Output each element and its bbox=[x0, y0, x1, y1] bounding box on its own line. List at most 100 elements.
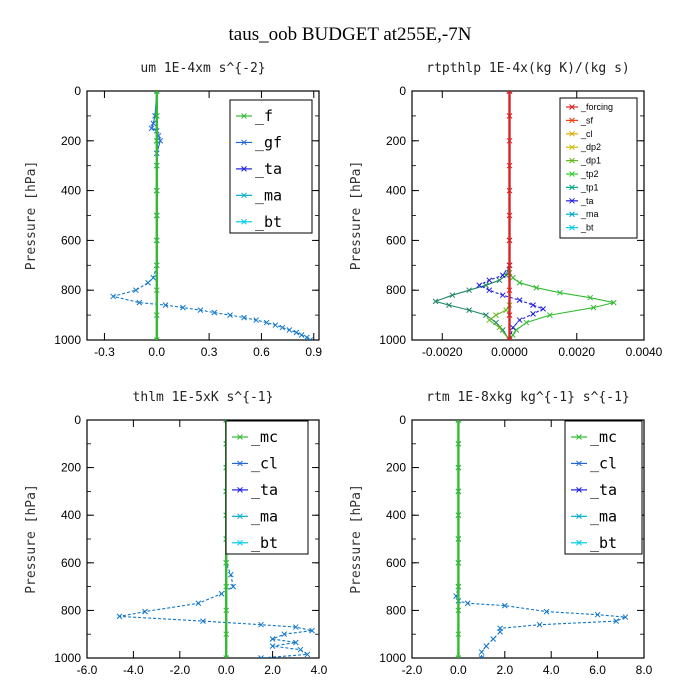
y-tick-label: 600 bbox=[61, 233, 81, 247]
data-point-mc bbox=[455, 440, 462, 447]
data-point-bt bbox=[258, 621, 264, 628]
legend-marker bbox=[237, 513, 243, 520]
data-point-f bbox=[153, 162, 160, 169]
legend-label: _mc bbox=[590, 428, 617, 446]
data-point-forcing bbox=[506, 312, 513, 318]
data-point-f bbox=[153, 113, 160, 119]
legend-marker bbox=[237, 434, 243, 440]
data-point-ta bbox=[486, 287, 493, 294]
data-point-bt bbox=[110, 293, 117, 300]
x-tick-label: 0.0020 bbox=[558, 345, 595, 359]
y-tick-label: 0 bbox=[399, 413, 406, 427]
data-point-dp1 bbox=[503, 307, 509, 313]
y-tick-label: 0 bbox=[74, 84, 81, 98]
y-tick-label: 400 bbox=[61, 184, 81, 198]
data-point-tp1 bbox=[432, 298, 439, 305]
data-point-bt bbox=[307, 337, 314, 340]
data-point-forcing bbox=[506, 113, 513, 119]
panel-title: rtm 1E-8xkg kg^{-1} s^{-1} bbox=[426, 390, 630, 405]
x-tick-label: 0.0 bbox=[218, 663, 235, 677]
chart-panel-1: um 1E-4xm s^{-2} Pressure [hPa] 0 200 400 600… bbox=[24, 61, 322, 359]
data-point-ta bbox=[510, 324, 516, 331]
legend: _f _gf _ta _ma _bt bbox=[229, 99, 313, 234]
data-point-tp1 bbox=[499, 327, 506, 333]
data-point-f bbox=[153, 187, 160, 194]
data-point-ta bbox=[530, 302, 536, 308]
panel-title: rtpthlp 1E-4x(kg K)/(kg s) bbox=[426, 61, 630, 76]
data-point-bt bbox=[478, 655, 485, 658]
legend-marker bbox=[569, 157, 575, 164]
data-point-f bbox=[153, 212, 160, 219]
data-point-bt bbox=[536, 621, 543, 628]
data-point-gf bbox=[148, 125, 155, 132]
data-point-f bbox=[153, 287, 160, 294]
legend-label: _bt bbox=[251, 534, 278, 552]
legend-marker bbox=[569, 224, 575, 231]
data-point-tp1 bbox=[449, 292, 456, 299]
legend-label: _ma bbox=[580, 209, 599, 219]
legend-marker bbox=[241, 218, 247, 225]
data-point-bt bbox=[292, 639, 299, 646]
data-point-ta bbox=[516, 317, 523, 323]
y-tick-label: 200 bbox=[386, 134, 406, 148]
legend-label: _gf bbox=[255, 133, 282, 151]
data-point-tp2 bbox=[590, 304, 597, 311]
data-point-bt bbox=[464, 600, 471, 607]
data-point-dp1 bbox=[493, 312, 499, 318]
data-point-bt bbox=[227, 571, 234, 578]
x-tick-label: -0.3 bbox=[94, 345, 115, 359]
data-point-tp2 bbox=[587, 294, 594, 301]
data-point-bt bbox=[211, 309, 218, 316]
figure-title: taus_oob BUDGET at255E,-7N bbox=[229, 24, 472, 45]
y-tick-label: 400 bbox=[386, 184, 406, 198]
data-point-bt bbox=[258, 655, 264, 658]
data-point-ta bbox=[476, 282, 483, 289]
data-point-bt bbox=[281, 631, 288, 638]
x-tick-label: 0.0000 bbox=[491, 345, 528, 359]
data-point-bt bbox=[298, 332, 305, 338]
legend-marker bbox=[569, 171, 575, 177]
data-point-f bbox=[153, 91, 160, 94]
legend-marker bbox=[237, 487, 243, 493]
data-point-forcing bbox=[506, 162, 513, 169]
y-tick-label: 200 bbox=[61, 461, 81, 475]
legend-marker bbox=[576, 539, 582, 546]
x-tick-label: -2.0 bbox=[402, 663, 423, 677]
legend-label: _ta bbox=[590, 481, 617, 499]
panel-title: thlm 1E-5xK s^{-1} bbox=[133, 390, 274, 405]
data-point-mc bbox=[455, 464, 462, 471]
data-point-bt bbox=[497, 628, 504, 635]
data-point-bt bbox=[543, 608, 550, 615]
data-point-bt bbox=[195, 600, 202, 607]
legend-marker bbox=[241, 166, 247, 172]
x-tick-label: 0.3 bbox=[201, 345, 218, 359]
data-point-tp2 bbox=[513, 327, 520, 333]
data-point-mc bbox=[455, 536, 462, 542]
chart-panel-4: rtm 1E-8xkg kg^{-1} s^{-1} Pressure [hPa]… bbox=[349, 390, 653, 677]
y-tick-label: 600 bbox=[386, 556, 406, 570]
x-tick-label: 6.0 bbox=[589, 663, 606, 677]
y-tick-label: 800 bbox=[61, 603, 81, 617]
legend-marker bbox=[569, 144, 575, 151]
legend-marker bbox=[569, 211, 575, 218]
data-point-tp2 bbox=[547, 312, 553, 318]
data-point-mc bbox=[455, 512, 462, 519]
data-point-mc bbox=[223, 583, 230, 590]
series-group bbox=[453, 420, 629, 658]
legend-label: _cl bbox=[251, 454, 278, 472]
legend-label: _cl bbox=[590, 454, 617, 472]
legend-marker bbox=[237, 539, 243, 546]
data-point-mc bbox=[223, 631, 230, 638]
data-point-bt bbox=[136, 299, 143, 306]
data-point-f bbox=[153, 137, 160, 144]
legend-label: _dp2 bbox=[580, 142, 601, 152]
data-point-mc bbox=[455, 655, 462, 658]
data-point-forcing bbox=[506, 262, 513, 269]
legend-label: _tp2 bbox=[580, 169, 599, 179]
data-point-bt bbox=[230, 583, 237, 590]
data-point-bt bbox=[483, 643, 490, 649]
x-tick-label: 0.0040 bbox=[626, 345, 663, 359]
legend-marker bbox=[576, 487, 582, 493]
data-point-mc bbox=[455, 420, 462, 423]
legend: _mc _cl _ta _ma _bt bbox=[225, 420, 309, 555]
